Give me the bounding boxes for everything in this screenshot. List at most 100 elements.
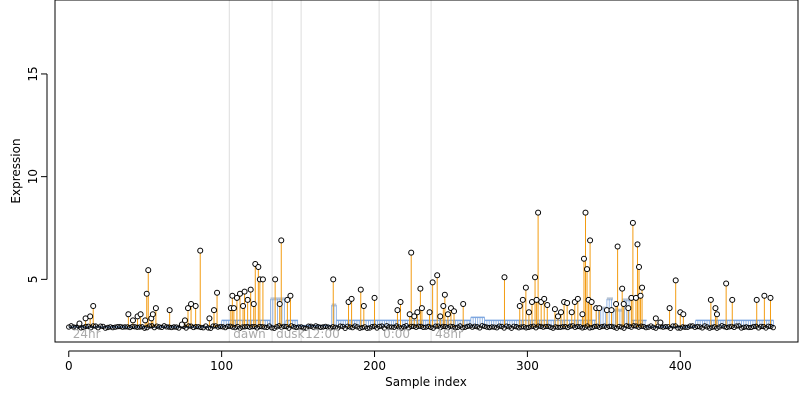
spike-point: [276, 301, 283, 307]
spike-point: [619, 285, 626, 292]
spike-point: [444, 311, 451, 318]
spike-point: [247, 286, 254, 293]
spike-point: [230, 305, 237, 312]
baseline-point: [704, 324, 710, 330]
baseline-point: [604, 324, 610, 330]
baseline-point: [609, 323, 615, 330]
baseline-point: [217, 323, 224, 330]
baseline-point: [102, 325, 109, 331]
spike-point: [451, 308, 458, 315]
spike-point: [206, 315, 213, 322]
spike-point: [371, 294, 378, 301]
baseline-point: [242, 324, 248, 330]
spike-point: [519, 296, 526, 303]
spike-point: [608, 307, 615, 314]
baseline-point: [706, 325, 713, 331]
spike-point: [417, 285, 424, 292]
spike-point: [712, 305, 719, 312]
spike-point: [544, 302, 551, 309]
baseline-point: [156, 324, 162, 330]
baseline-point: [528, 323, 534, 330]
baseline-point: [474, 324, 480, 330]
baseline-point: [305, 323, 312, 329]
baseline-point: [278, 324, 285, 330]
x-tick-label: 0: [65, 359, 73, 373]
baseline-point: [344, 323, 351, 329]
y-tick-label: 5: [26, 276, 40, 284]
baseline-point: [388, 324, 395, 330]
spike-point: [440, 303, 447, 310]
marker-label: dusk: [276, 327, 304, 341]
marker-label: 12:00: [305, 327, 340, 341]
baseline-point: [660, 324, 666, 330]
baseline-point: [281, 323, 287, 330]
baseline-point: [567, 323, 573, 329]
spike-lines: [78, 212, 771, 328]
spike-point: [214, 289, 221, 296]
spike-point: [637, 292, 644, 299]
spike-point: [501, 274, 508, 281]
baseline-point: [692, 324, 698, 330]
spike-point: [579, 311, 586, 318]
baseline-point: [352, 323, 358, 329]
marker-label: 0:00: [383, 327, 410, 341]
baseline-point: [134, 324, 140, 330]
baseline-point: [401, 324, 407, 330]
spike-point: [525, 309, 532, 316]
baseline-point: [645, 324, 652, 330]
baseline-point: [141, 325, 148, 331]
baseline-point: [450, 323, 456, 330]
baseline-point: [481, 323, 488, 329]
baseline-point: [105, 324, 111, 331]
spike-point: [87, 313, 94, 320]
baseline-point: [433, 323, 439, 329]
baseline-point: [244, 323, 250, 330]
baseline-point: [459, 325, 466, 331]
spike-point: [588, 298, 595, 305]
baseline-point: [728, 323, 735, 330]
baseline-point: [325, 324, 331, 330]
spike-point: [554, 313, 561, 320]
plot-frame: [54, 0, 799, 343]
baseline-point: [491, 324, 498, 330]
spike-point: [348, 295, 355, 302]
baseline-point: [357, 325, 363, 331]
spike-point: [408, 249, 415, 256]
baseline-point: [261, 324, 268, 330]
x-axis-label: Sample index: [385, 375, 467, 389]
baseline-point: [210, 323, 216, 329]
x-axis: 0 100 200 300 400: [65, 350, 692, 373]
spike-point: [125, 311, 132, 318]
spike-point: [639, 284, 646, 291]
baseline-point: [364, 325, 370, 331]
baseline-point: [315, 324, 321, 330]
baseline-point: [724, 324, 730, 331]
baseline-point: [327, 325, 334, 331]
spike-point: [185, 305, 192, 312]
spike-point: [166, 307, 173, 314]
baseline-point: [741, 324, 747, 330]
spike-point: [729, 296, 736, 303]
x-tick-label: 400: [669, 359, 692, 373]
spike-point: [625, 305, 632, 312]
spike-point: [240, 303, 247, 310]
spike-point: [767, 294, 774, 301]
baseline-point: [247, 324, 253, 330]
spike-point: [429, 279, 436, 286]
baseline-point: [489, 324, 495, 330]
baseline-point: [743, 324, 749, 330]
spike-point: [411, 313, 418, 320]
spike-point: [558, 309, 565, 316]
spike-point: [287, 292, 294, 299]
spike-point: [210, 307, 217, 314]
baseline-point: [467, 323, 473, 329]
baseline-point: [195, 324, 202, 330]
baseline-point: [376, 323, 383, 330]
spike-point: [666, 305, 673, 312]
baseline-point: [259, 324, 265, 330]
baseline-point: [768, 323, 774, 330]
spike-point: [145, 267, 152, 274]
y-tick-label: 15: [26, 66, 40, 81]
baseline-point: [633, 323, 639, 329]
